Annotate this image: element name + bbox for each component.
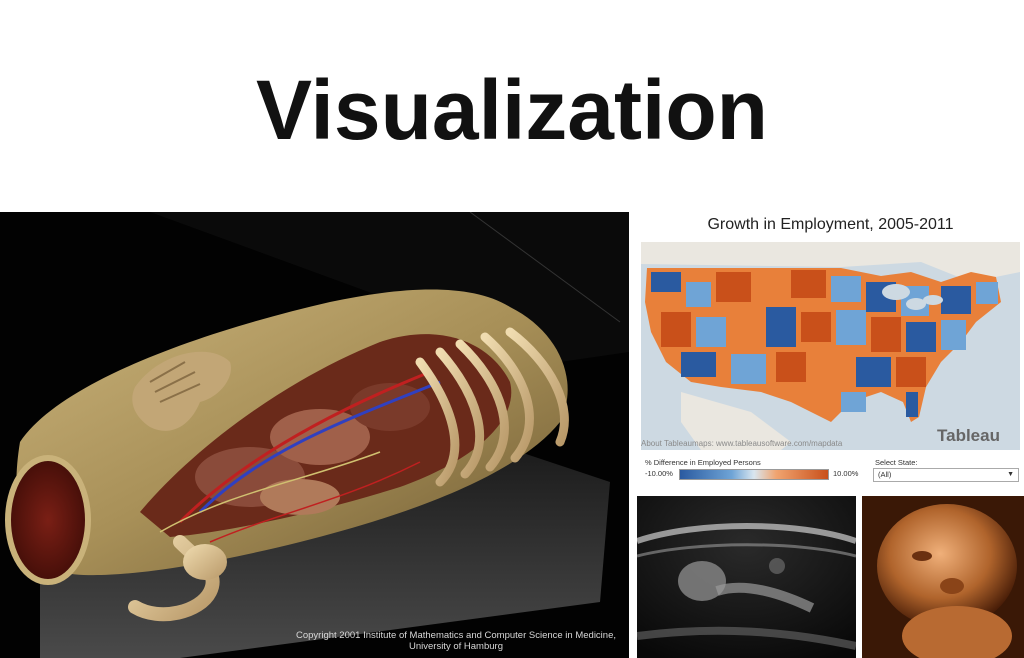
anatomy-3d-image: Copyright 2001 Institute of Mathematics … — [0, 212, 629, 658]
tableau-logo: Tableau — [937, 426, 1000, 445]
ultrasound-illustration — [637, 496, 856, 658]
anatomy-illustration — [5, 212, 629, 658]
ultrasound-image — [637, 496, 856, 658]
state-dropdown[interactable]: (All) ▼ — [873, 468, 1019, 482]
legend-min-value: -10.00% — [645, 469, 673, 478]
state-dropdown-value: (All) — [878, 470, 892, 479]
slide-title: Visualization — [256, 63, 768, 157]
fetal-3d-render-image — [862, 496, 1024, 658]
copyright-line-1: Copyright 2001 Institute of Mathematics … — [296, 630, 616, 641]
legend-label: % Difference in Employed Persons — [645, 458, 761, 467]
map-about-link[interactable]: About Tableaumaps: www.tableausoftware.c… — [641, 439, 843, 448]
select-state-label: Select State: — [875, 458, 918, 467]
choropleth-map[interactable] — [641, 242, 1020, 450]
employment-map-panel: Growth in Employment, 2005-2011 — [637, 212, 1024, 490]
map-title: Growth in Employment, 2005-2011 — [707, 216, 954, 233]
copyright-line-2: University of Hamburg — [409, 641, 503, 652]
us-map-illustration — [641, 242, 1020, 450]
legend-max-value: 10.00% — [833, 469, 859, 478]
fetal-render-illustration — [862, 496, 1024, 658]
copyright-caption: Copyright 2001 Institute of Mathematics … — [286, 630, 626, 652]
legend-color-bar — [679, 469, 829, 480]
chevron-down-icon[interactable]: ▼ — [1007, 471, 1014, 478]
